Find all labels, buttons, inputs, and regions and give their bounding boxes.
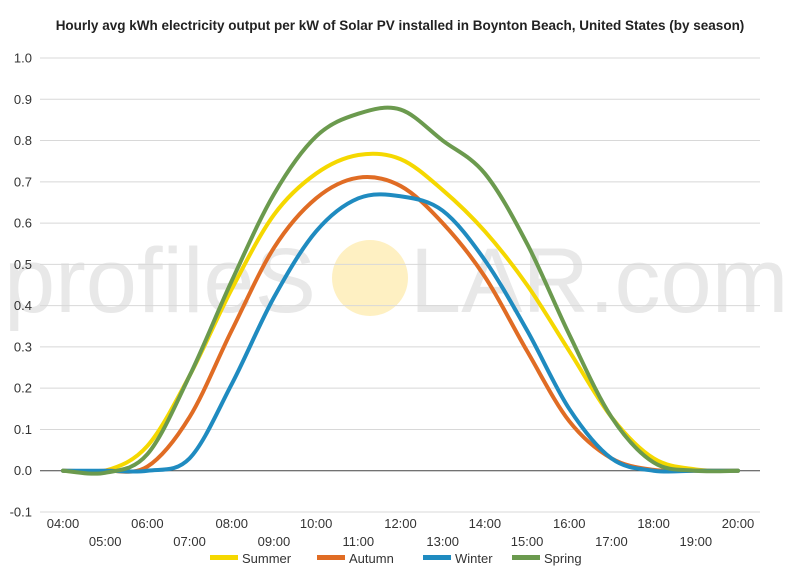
series-line-winter — [61, 192, 740, 474]
y-tick-label: 0.7 — [14, 174, 32, 189]
x-tick-label: 06:00 — [131, 516, 164, 531]
y-tick-label: 0.3 — [14, 339, 32, 354]
x-tick-label: 16:00 — [553, 516, 586, 531]
y-tick-label: 0.8 — [14, 133, 32, 148]
y-tick-label: 0.1 — [14, 422, 32, 437]
x-tick-label: 10:00 — [300, 516, 333, 531]
x-tick-label: 11:00 — [343, 534, 375, 549]
y-tick-label: 0.5 — [14, 257, 32, 272]
chart-title: Hourly avg kWh electricity output per kW… — [55, 18, 745, 33]
y-tick-label: 1.0 — [14, 51, 32, 66]
y-axis-ticks: -0.1 0.0 0.1 0.2 0.3 0.4 0.5 0.6 0.7 0.8 0.9 1.0 — [10, 51, 32, 520]
x-tick-label: 19:00 — [680, 534, 713, 549]
y-tick-label: 0.0 — [14, 463, 32, 478]
x-tick-label: 17:00 — [595, 534, 628, 549]
y-tick-label: 0.6 — [14, 216, 32, 231]
series-lines — [61, 105, 740, 476]
x-tick-label: 18:00 — [637, 516, 670, 531]
legend-label-spring: Spring — [544, 551, 582, 566]
x-tick-label: 09:00 — [258, 534, 291, 549]
legend-swatch-autumn — [317, 555, 345, 560]
x-tick-label: 15:00 — [511, 534, 544, 549]
legend-swatch-spring — [512, 555, 540, 560]
x-axis-ticks: 04:00 05:00 06:00 07:00 08:00 09:00 10:00 11:00… — [47, 516, 755, 549]
y-tick-label: 0.2 — [14, 381, 32, 396]
series-line-spring — [61, 105, 740, 476]
legend-label-summer: Summer — [242, 551, 292, 566]
legend: Summer Autumn Winter Spring — [210, 551, 582, 566]
x-tick-label: 20:00 — [722, 516, 755, 531]
x-tick-label: 08:00 — [215, 516, 248, 531]
y-tick-label: 0.4 — [14, 298, 32, 313]
x-tick-label: 07:00 — [173, 534, 206, 549]
watermark-text-left: profileS — [4, 230, 316, 332]
x-tick-label: 05:00 — [89, 534, 122, 549]
x-tick-label: 12:00 — [384, 516, 417, 531]
y-tick-label: -0.1 — [10, 505, 32, 520]
legend-label-winter: Winter — [455, 551, 493, 566]
watermark: profileS LAR.com — [4, 230, 788, 332]
legend-swatch-winter — [423, 555, 451, 560]
y-tick-label: 0.9 — [14, 92, 32, 107]
grid-lines — [40, 57, 760, 513]
x-tick-label: 14:00 — [469, 516, 502, 531]
watermark-sun — [332, 240, 408, 316]
watermark-text-right: LAR.com — [410, 230, 788, 332]
x-tick-label: 13:00 — [426, 534, 459, 549]
legend-label-autumn: Autumn — [349, 551, 394, 566]
x-tick-label: 04:00 — [47, 516, 80, 531]
legend-swatch-summer — [210, 555, 238, 560]
